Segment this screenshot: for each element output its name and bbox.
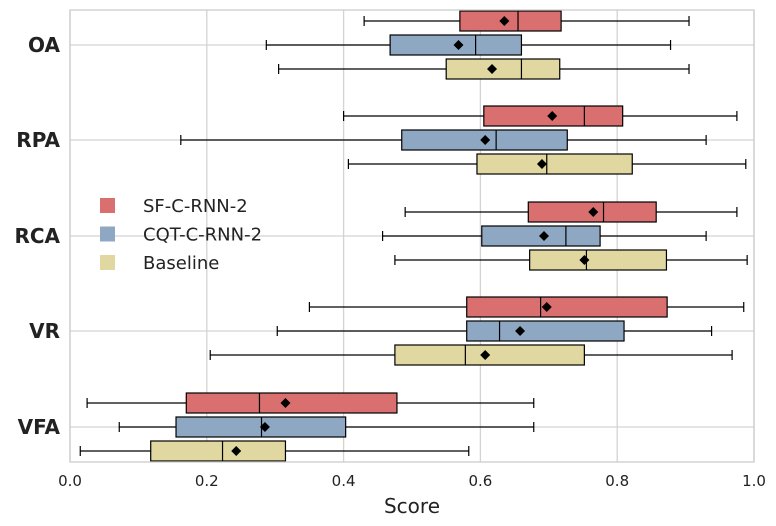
plot-frame <box>69 9 755 463</box>
mean-marker <box>588 207 599 217</box>
box-iqr <box>445 58 561 80</box>
box-group <box>86 392 535 414</box>
x-axis-title: Score <box>384 494 440 518</box>
box-group <box>118 416 535 438</box>
mean-marker <box>259 422 270 432</box>
box-iqr <box>476 153 633 175</box>
box-group <box>278 58 690 80</box>
mean-marker <box>541 302 552 312</box>
mean-marker <box>515 326 526 336</box>
box-group <box>79 440 470 462</box>
box-group <box>180 129 707 151</box>
axis-layer: 0.0 0.2 0.4 0.6 0.8 1.0 OA RPA RCA VR VFA <box>14 9 766 490</box>
legend-label: SF-C-RNN-2 <box>143 196 248 217</box>
box-group <box>209 344 733 366</box>
box-group <box>308 296 745 318</box>
mean-marker <box>536 159 547 169</box>
mean-marker <box>499 16 510 26</box>
box-group <box>343 105 738 127</box>
legend-swatch <box>100 198 115 213</box>
x-tick-label: 0.6 <box>468 472 492 490</box>
category-label: VR <box>29 319 60 343</box>
legend-label: Baseline <box>143 253 219 274</box>
mean-marker <box>487 64 498 74</box>
category-label: RCA <box>14 224 60 248</box>
mean-marker <box>453 40 464 50</box>
box-iqr <box>466 320 625 342</box>
mean-marker <box>231 446 242 456</box>
category-label: VFA <box>18 415 61 439</box>
box-group <box>394 249 748 271</box>
mean-marker <box>480 350 491 360</box>
mean-marker <box>547 111 558 121</box>
legend-swatch <box>100 255 115 270</box>
legend-label: CQT-C-RNN-2 <box>143 225 262 246</box>
box-layer <box>79 10 748 462</box>
legend: SF-C-RNN-2 CQT-C-RNN-2 Baseline <box>100 196 262 274</box>
category-label: RPA <box>16 128 60 152</box>
legend-swatch <box>100 226 115 242</box>
box-iqr <box>529 249 668 271</box>
mean-marker <box>480 135 491 145</box>
box-group <box>404 201 738 223</box>
box-iqr <box>459 10 562 32</box>
x-tick-label: 1.0 <box>742 472 766 490</box>
box-group <box>381 225 707 247</box>
box-group <box>276 320 713 342</box>
box-iqr <box>185 392 398 414</box>
mean-marker <box>280 398 291 408</box>
box-iqr <box>466 296 668 318</box>
x-tick-label: 0.2 <box>195 472 219 490</box>
box-group <box>265 34 672 56</box>
category-label: OA <box>28 33 60 57</box>
mean-marker <box>579 255 590 265</box>
x-tick-label: 0.8 <box>605 472 629 490</box>
x-tick-label: 0.0 <box>58 472 82 490</box>
box-iqr <box>150 440 287 462</box>
box-group <box>363 10 690 32</box>
box-group <box>347 153 747 175</box>
x-tick-label: 0.4 <box>332 472 356 490</box>
mean-marker <box>539 231 550 241</box>
